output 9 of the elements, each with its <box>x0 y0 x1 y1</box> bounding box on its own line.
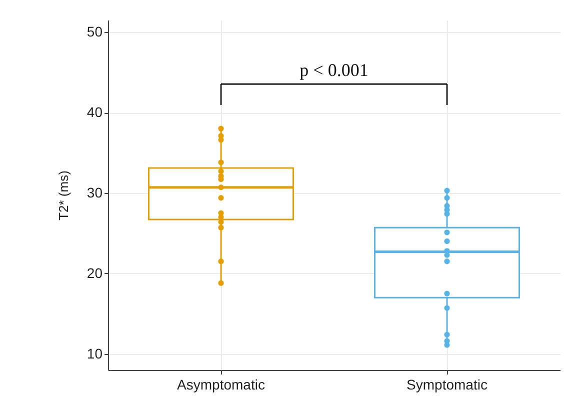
y-tick-label: 30 <box>86 184 103 200</box>
y-tick-label: 50 <box>86 24 103 40</box>
y-tick-label: 10 <box>86 345 103 362</box>
y-tick-label: 20 <box>86 264 103 281</box>
y-tick-label: 40 <box>86 104 103 120</box>
annotation: p < 0.001 <box>300 60 368 80</box>
x-tick-label: Symptomatic <box>406 376 488 392</box>
x-tick-label: Asymptomatic <box>177 376 265 392</box>
y-axis-title: T2* (ms) <box>56 170 71 220</box>
